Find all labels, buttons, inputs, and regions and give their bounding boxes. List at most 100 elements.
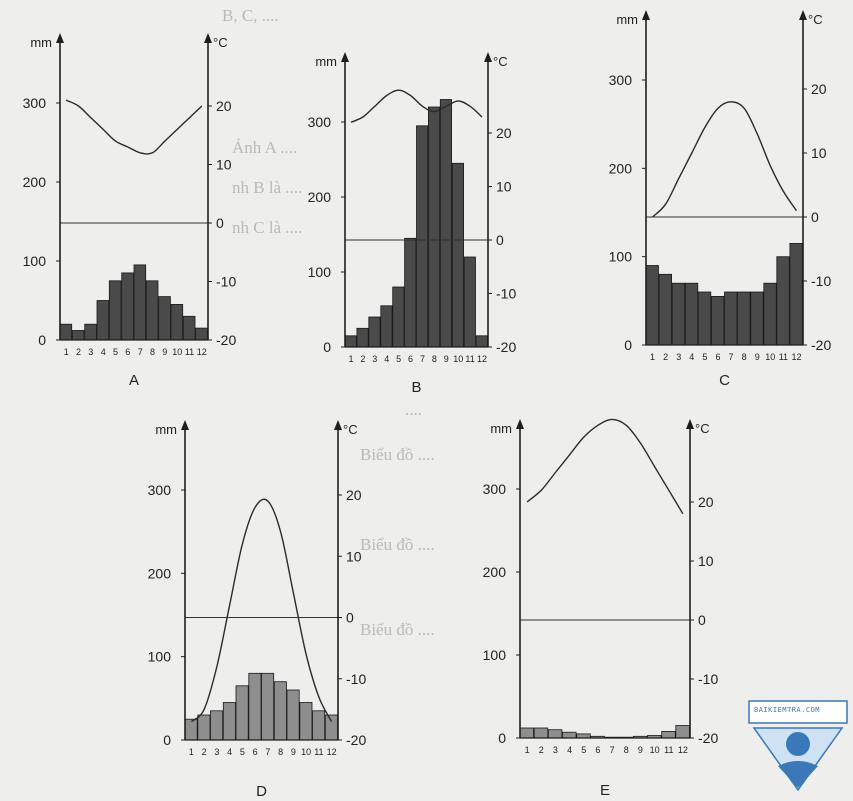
left-tick-label: 200: [483, 564, 507, 580]
left-tick-label: 100: [23, 253, 47, 269]
precipitation-bar: [368, 316, 381, 348]
month-label: 1: [348, 354, 353, 364]
month-label: 9: [755, 352, 760, 362]
bg-line: Ảnh A ....: [232, 138, 298, 157]
precipitation-bar: [222, 702, 236, 741]
month-label: 5: [581, 745, 586, 755]
right-axis-arrow: [204, 33, 212, 43]
month-label: 2: [539, 745, 544, 755]
month-label: 7: [138, 347, 143, 357]
right-tick-label: 0: [698, 612, 706, 628]
month-label: 6: [125, 347, 130, 357]
month-label: 2: [202, 747, 207, 757]
right-unit-label: °C: [493, 54, 508, 69]
left-axis-arrow: [56, 33, 64, 43]
month-label: 5: [396, 354, 401, 364]
left-tick-label: 200: [308, 189, 332, 205]
precipitation-bar: [324, 714, 338, 741]
temperature-curve: [65, 99, 203, 155]
left-unit-label: mm: [315, 54, 337, 69]
left-axis-arrow: [341, 52, 349, 62]
precipitation-bar: [658, 273, 672, 346]
left-tick-label: 0: [163, 732, 171, 748]
precipitation-bar: [96, 300, 110, 341]
right-axis-arrow: [334, 420, 342, 430]
month-label: 6: [715, 352, 720, 362]
temperature-curve: [190, 498, 333, 723]
month-label: 1: [189, 747, 194, 757]
right-tick-label: 20: [811, 81, 827, 97]
precipitation-bar: [261, 672, 275, 741]
month-label: 12: [197, 347, 207, 357]
bg-line: B, C, ....: [222, 6, 279, 25]
precipitation-bar: [356, 327, 369, 348]
precipitation-bar: [195, 327, 208, 341]
right-tick-label: 20: [346, 487, 362, 503]
bg-line: nh B là ....: [232, 178, 303, 197]
chart-title: D: [256, 783, 267, 800]
precipitation-bar: [344, 335, 357, 348]
precipitation-bar: [273, 681, 287, 741]
right-tick-label: -10: [216, 274, 236, 290]
month-label: 1: [64, 347, 69, 357]
precipitation-bar: [776, 256, 790, 346]
chart-title: B: [411, 379, 421, 396]
right-unit-label: °C: [343, 422, 358, 437]
right-tick-label: -20: [496, 339, 516, 355]
month-label: 11: [664, 745, 673, 755]
precipitation-bar: [235, 685, 249, 741]
precipitation-bar: [312, 710, 326, 741]
precipitation-bar: [789, 242, 803, 346]
left-unit-label: mm: [490, 421, 512, 436]
month-label: 3: [88, 347, 93, 357]
precipitation-bar: [750, 291, 764, 346]
month-label: 7: [728, 352, 733, 362]
precipitation-bar: [121, 272, 134, 341]
right-unit-label: °C: [808, 12, 823, 27]
month-label: 11: [465, 354, 474, 364]
right-tick-label: 20: [216, 98, 232, 114]
precipitation-bar: [184, 718, 198, 741]
chart-title: A: [129, 372, 139, 389]
month-label: 3: [676, 352, 681, 362]
month-label: 12: [791, 352, 801, 362]
right-tick-label: 0: [811, 209, 819, 225]
month-label: 2: [663, 352, 668, 362]
precipitation-bar: [170, 303, 184, 341]
precipitation-bar: [684, 282, 699, 346]
right-tick-label: 10: [216, 157, 232, 173]
temperature-curve: [350, 89, 483, 123]
precipitation-bar: [416, 125, 429, 348]
month-label: 7: [420, 354, 425, 364]
month-label: 8: [278, 747, 283, 757]
precipitation-bar: [675, 725, 690, 739]
right-tick-label: 10: [698, 553, 714, 569]
month-label: 11: [779, 352, 788, 362]
precipitation-bar: [210, 710, 224, 741]
month-label: 8: [624, 745, 629, 755]
bg-line: Biểu đồ ....: [360, 620, 435, 639]
left-tick-label: 300: [483, 481, 507, 497]
right-tick-label: -20: [811, 337, 831, 353]
month-label: 10: [650, 745, 660, 755]
precipitation-bar: [763, 282, 777, 346]
month-label: 9: [444, 354, 449, 364]
right-tick-label: -10: [496, 286, 516, 302]
left-axis-arrow: [181, 420, 189, 430]
precipitation-bar: [158, 296, 171, 341]
right-axis-arrow: [484, 52, 492, 62]
precipitation-bar: [724, 291, 738, 346]
bg-line: ....: [405, 400, 422, 419]
month-label: 4: [227, 747, 232, 757]
precipitation-bar: [145, 280, 159, 341]
precipitation-bar: [697, 291, 712, 346]
right-axis-arrow: [799, 10, 807, 20]
temperature-curve: [526, 418, 684, 515]
month-label: 10: [301, 747, 311, 757]
right-tick-label: 10: [346, 548, 362, 564]
chart-title: C: [719, 372, 730, 389]
precipitation-bar: [392, 286, 405, 348]
right-tick-label: -20: [698, 730, 718, 746]
right-tick-label: 10: [811, 145, 827, 161]
right-tick-label: 20: [698, 494, 714, 510]
